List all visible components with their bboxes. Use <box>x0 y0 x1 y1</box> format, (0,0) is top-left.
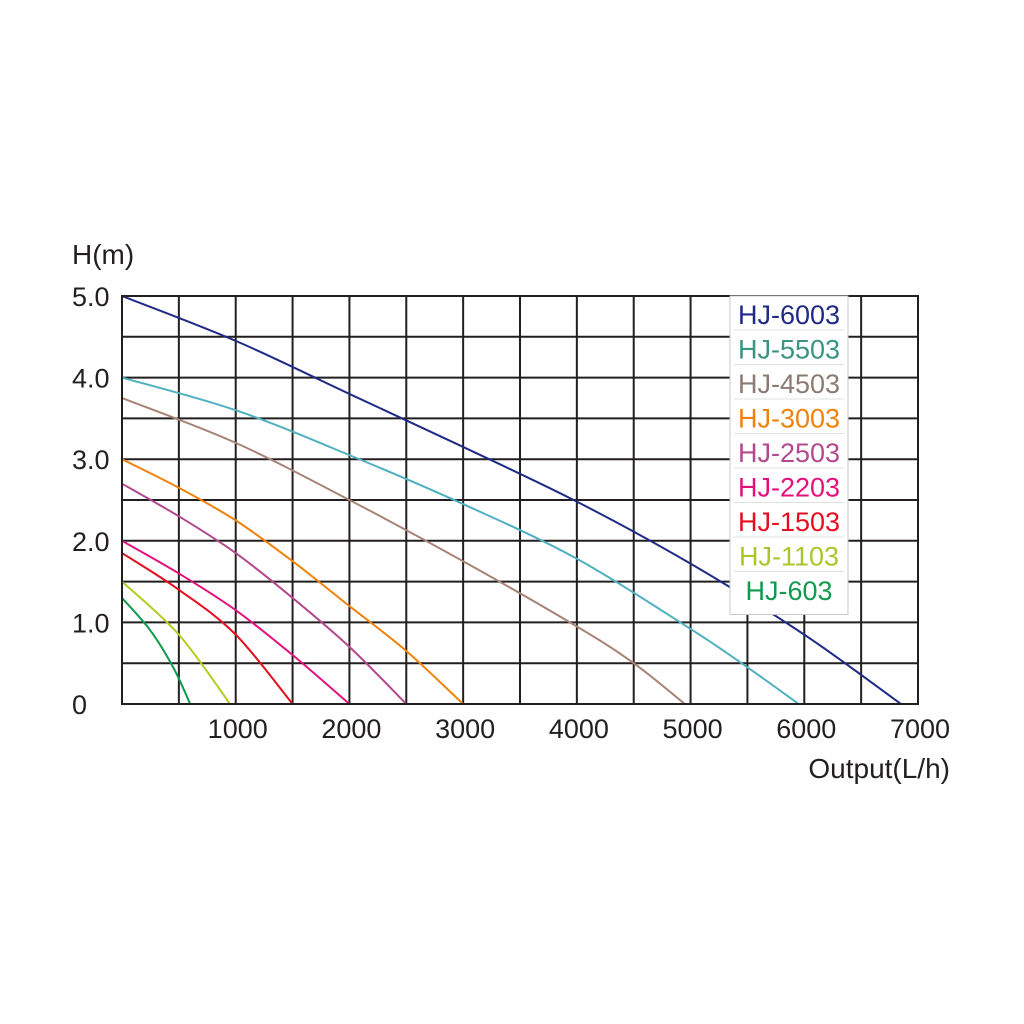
series-line-hj-3003 <box>121 458 464 705</box>
x-tick-label: 5000 <box>663 714 723 744</box>
series-curves <box>121 295 902 705</box>
legend-entry-hj-3003: HJ-3003 <box>738 404 840 434</box>
x-tick-label: 1000 <box>208 714 268 744</box>
legend-entry-hj-6003: HJ-6003 <box>738 300 840 330</box>
legend-entry-hj-2203: HJ-2203 <box>738 473 840 503</box>
series-line-hj-2203 <box>121 539 351 705</box>
legend-entry-hj-2503: HJ-2503 <box>738 438 840 468</box>
y-axis-label: H(m) <box>72 239 134 270</box>
series-line-hj-1103 <box>121 580 231 705</box>
legend-entry-hj-1503: HJ-1503 <box>738 507 840 537</box>
x-tick-label: 3000 <box>435 714 495 744</box>
y-tick-label: 5.0 <box>72 282 110 312</box>
legend-entry-hj-1103: HJ-1103 <box>739 542 839 572</box>
series-line-hj-4503 <box>121 397 686 705</box>
series-line-hj-6003 <box>121 295 902 705</box>
series-line-hj-1503 <box>121 552 294 705</box>
y-tick-label: 2.0 <box>72 527 110 557</box>
x-tick-label: 7000 <box>890 714 950 744</box>
series-line-hj-5503 <box>121 376 800 705</box>
legend-entry-hj-5503: HJ-5503 <box>738 335 840 365</box>
x-axis-label: Output(L/h) <box>808 753 950 784</box>
plot-frame <box>121 295 919 705</box>
y-tick-label: 0 <box>72 690 87 720</box>
x-tick-label: 6000 <box>776 714 836 744</box>
x-tick-label: 2000 <box>321 714 381 744</box>
series-line-hj-2503 <box>121 482 407 705</box>
legend: HJ-6003 HJ-5503 HJ-4503 HJ-3003 HJ-2503 HJ-22… <box>729 295 849 615</box>
x-tick-label: 4000 <box>549 714 609 744</box>
legend-box <box>729 295 849 615</box>
tick-labels: 0 1.0 2.0 3.0 4.0 5.0 1000 2000 3000 4000 5000 6000… <box>72 282 950 744</box>
y-tick-label: 1.0 <box>72 608 110 638</box>
y-tick-label: 3.0 <box>72 445 110 475</box>
legend-entry-hj-4503: HJ-4503 <box>738 369 840 399</box>
y-tick-label: 4.0 <box>72 364 110 394</box>
series-line-hj-603 <box>121 597 192 705</box>
legend-entry-hj-603: HJ-603 <box>745 576 832 606</box>
